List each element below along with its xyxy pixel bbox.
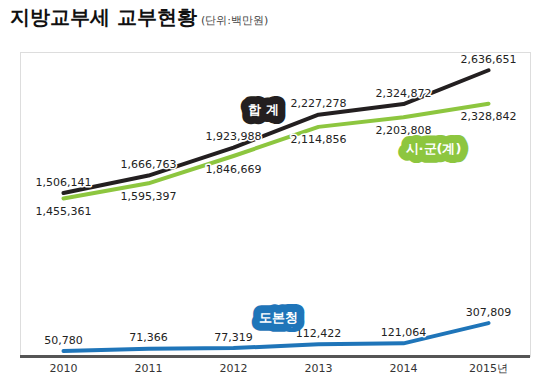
svg-text:2012: 2012	[220, 362, 248, 375]
html-text:지방교부세 교부현황 (단위:백만원): 지방교부세 교부현황 (단위:백만원)	[10, 5, 269, 29]
svg-text:2010: 2010	[50, 362, 78, 375]
svg-text:112,422: 112,422	[296, 327, 342, 340]
svg-text:시·군(계): 시·군(계)	[406, 141, 462, 156]
svg-text:도본청: 도본청	[259, 310, 298, 325]
svg-text:2,636,651: 2,636,651	[461, 53, 517, 66]
svg-text:2015년: 2015년	[469, 362, 508, 375]
svg-text:2,328,842: 2,328,842	[461, 110, 517, 123]
svg-text:2,114,856: 2,114,856	[291, 133, 347, 146]
svg-text:1,666,763: 1,666,763	[121, 158, 177, 171]
svg-text:1,846,669: 1,846,669	[206, 163, 262, 176]
svg-text:2,324,872: 2,324,872	[376, 87, 432, 100]
svg-text:2,203,808: 2,203,808	[376, 124, 432, 137]
svg-text:1,506,141: 1,506,141	[36, 175, 92, 188]
svg-text:합 계: 합 계	[248, 102, 279, 117]
svg-text:71,366: 71,366	[129, 331, 168, 344]
svg-text:2011: 2011	[135, 362, 163, 375]
svg-text:307,809: 307,809	[466, 306, 512, 319]
svg-text:1,595,397: 1,595,397	[121, 190, 177, 203]
svg-text:50,780: 50,780	[44, 334, 83, 347]
svg-text:1,455,361: 1,455,361	[36, 205, 92, 218]
svg-text:2013: 2013	[305, 362, 333, 375]
svg-text:2,227,278: 2,227,278	[291, 97, 347, 110]
svg-text:2014: 2014	[390, 362, 418, 375]
svg-text:1,923,988: 1,923,988	[206, 130, 262, 143]
svg-text:77,319: 77,319	[214, 331, 253, 344]
svg-text:121,064: 121,064	[381, 326, 427, 339]
